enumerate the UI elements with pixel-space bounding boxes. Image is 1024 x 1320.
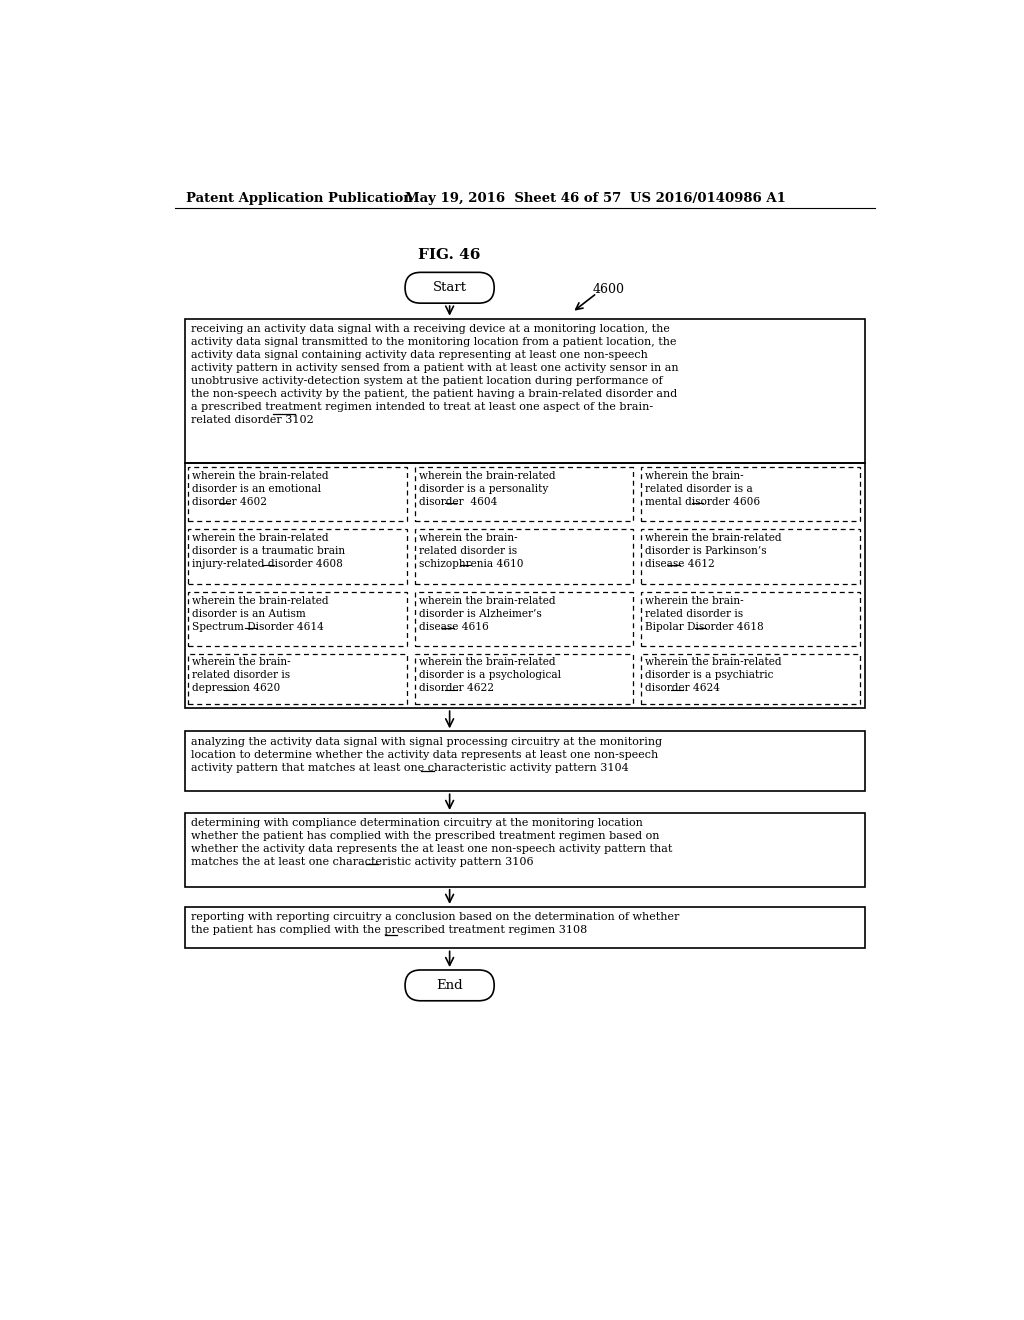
- Text: wherein the brain-related
disorder is an Autism
Spectrum Disorder 4614: wherein the brain-related disorder is an…: [193, 595, 329, 632]
- Bar: [415, 653, 633, 705]
- Bar: [188, 653, 407, 705]
- Bar: [184, 463, 865, 708]
- Text: wherein the brain-
related disorder is
Bipolar Disorder 4618: wherein the brain- related disorder is B…: [645, 595, 764, 632]
- Bar: [184, 318, 865, 463]
- Bar: [188, 467, 407, 521]
- Text: wherein the brain-related
disorder is a psychological
disorder 4622: wherein the brain-related disorder is a …: [419, 657, 561, 693]
- Bar: [641, 591, 859, 645]
- Bar: [641, 467, 859, 521]
- Text: wherein the brain-related
disorder is Alzheimer’s
disease 4616: wherein the brain-related disorder is Al…: [419, 595, 555, 632]
- Bar: [184, 907, 865, 949]
- Bar: [184, 731, 865, 792]
- Text: US 2016/0140986 A1: US 2016/0140986 A1: [630, 191, 786, 205]
- Text: analyzing the activity data signal with signal processing circuitry at the monit: analyzing the activity data signal with …: [190, 737, 662, 772]
- Bar: [415, 591, 633, 645]
- Text: End: End: [436, 979, 463, 991]
- FancyBboxPatch shape: [406, 272, 495, 304]
- Text: 4600: 4600: [593, 282, 625, 296]
- Text: Start: Start: [432, 281, 467, 294]
- Bar: [415, 467, 633, 521]
- Bar: [188, 591, 407, 645]
- Text: wherein the brain-related
disorder is a personality
disorder  4604: wherein the brain-related disorder is a …: [419, 471, 555, 507]
- Text: wherein the brain-
related disorder is
schizophrenia 4610: wherein the brain- related disorder is s…: [419, 533, 523, 569]
- FancyBboxPatch shape: [406, 970, 495, 1001]
- Text: Patent Application Publication: Patent Application Publication: [186, 191, 413, 205]
- Text: wherein the brain-related
disorder is a traumatic brain
injury-related disorder : wherein the brain-related disorder is a …: [193, 533, 345, 569]
- Bar: [184, 813, 865, 887]
- Text: May 19, 2016  Sheet 46 of 57: May 19, 2016 Sheet 46 of 57: [406, 191, 622, 205]
- Text: reporting with reporting circuitry a conclusion based on the determination of wh: reporting with reporting circuitry a con…: [190, 912, 679, 936]
- Bar: [415, 529, 633, 585]
- Text: wherein the brain-related
disorder is Parkinson’s
disease 4612: wherein the brain-related disorder is Pa…: [645, 533, 781, 569]
- Text: receiving an activity data signal with a receiving device at a monitoring locati: receiving an activity data signal with a…: [190, 323, 678, 425]
- Bar: [641, 529, 859, 585]
- Text: FIG. 46: FIG. 46: [419, 248, 481, 261]
- Text: wherein the brain-
related disorder is a
mental disorder 4606: wherein the brain- related disorder is a…: [645, 471, 760, 507]
- Bar: [188, 529, 407, 585]
- Bar: [641, 653, 859, 705]
- Text: wherein the brain-related
disorder is a psychiatric
disorder 4624: wherein the brain-related disorder is a …: [645, 657, 781, 693]
- Text: determining with compliance determination circuitry at the monitoring location
w: determining with compliance determinatio…: [190, 818, 672, 867]
- Text: wherein the brain-
related disorder is
depression 4620: wherein the brain- related disorder is d…: [193, 657, 291, 693]
- Text: wherein the brain-related
disorder is an emotional
disorder 4602: wherein the brain-related disorder is an…: [193, 471, 329, 507]
